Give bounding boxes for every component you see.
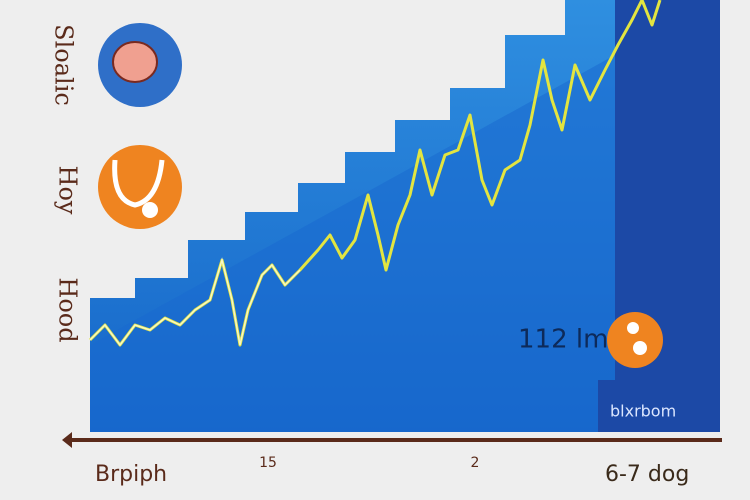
side-label: Hoy [54,166,82,215]
icon-dot [627,322,639,334]
bottom-label: 2 [471,455,480,471]
bottom-label: Brpiph [95,462,167,487]
icon-circle-small [607,312,663,368]
bottom-label: 6-7 dog [605,462,689,487]
icon-stethoscope [112,159,165,208]
icon-figure [112,41,158,83]
icon-circle-orange [98,145,182,229]
side-label: Hood [54,277,82,342]
annotation: 112 lm [518,325,608,355]
icon-dot [633,341,647,355]
icon-stethoscope-end [142,202,158,218]
panel-label: blxrbom [610,402,676,421]
bottom-label: 15 [259,455,277,471]
wave-highlight [89,257,301,347]
side-label: Sloalic [50,24,78,106]
axis-arrow [62,432,72,448]
